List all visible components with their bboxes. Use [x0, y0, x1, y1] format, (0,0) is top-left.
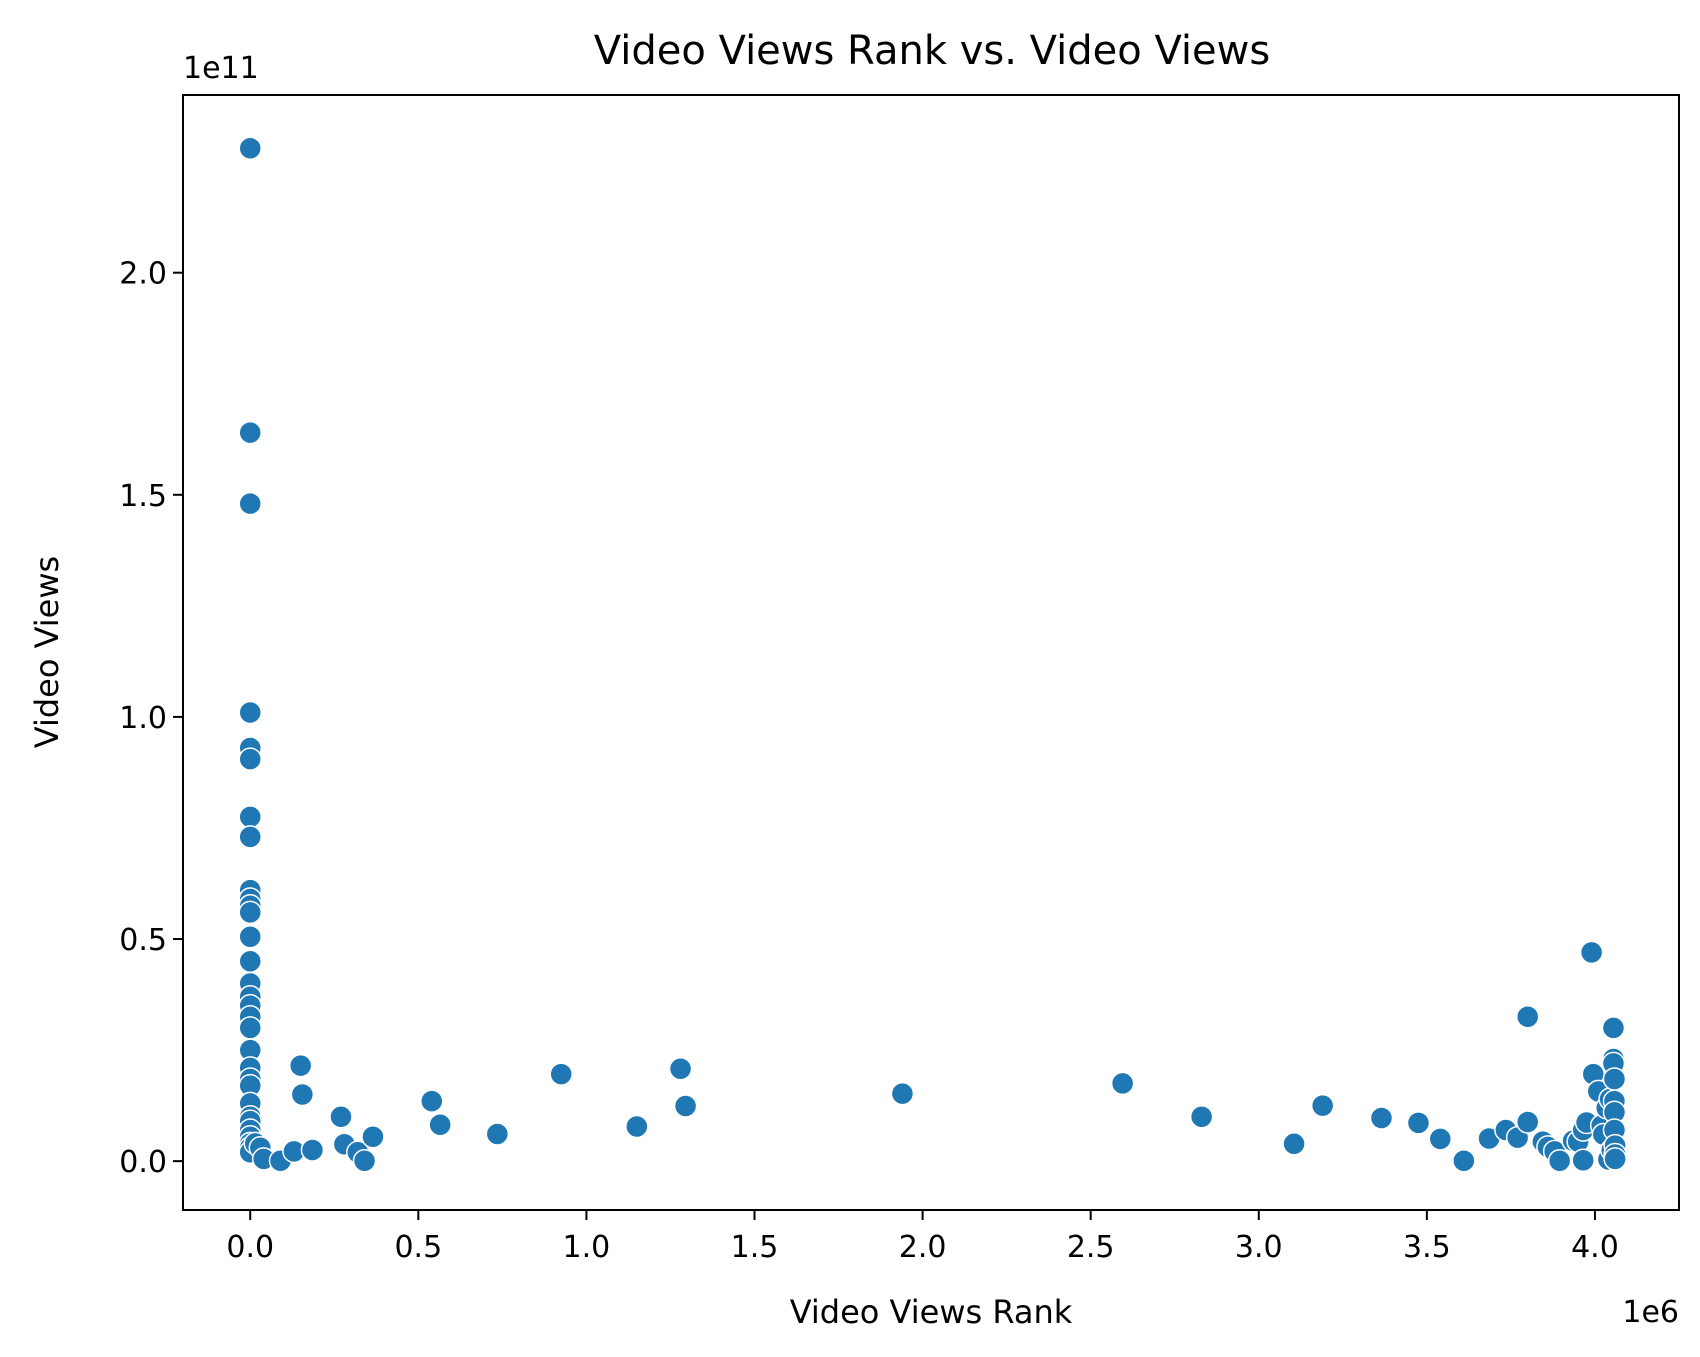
data-point: [238, 420, 262, 445]
data-point: [238, 825, 262, 849]
data-point: [1452, 1148, 1476, 1173]
data-point: [238, 747, 262, 771]
data-point: [549, 1062, 573, 1086]
data-point: [1571, 1148, 1595, 1172]
data-point: [1602, 1067, 1627, 1091]
data-point: [238, 700, 262, 725]
y-tick-label: 0.0: [119, 1145, 167, 1180]
y-tick-label: 0.5: [119, 923, 167, 958]
y-axis-label: Video Views: [28, 556, 66, 748]
data-point: [1515, 1005, 1540, 1029]
data-point: [300, 1138, 325, 1162]
data-point: [238, 949, 262, 973]
x-tick-label: 0.0: [226, 1230, 274, 1265]
data-point: [288, 1053, 313, 1078]
data-point: [1603, 1147, 1627, 1171]
data-point: [890, 1081, 915, 1106]
data-point: [1547, 1148, 1572, 1173]
data-point: [1110, 1071, 1135, 1096]
y-axis-multiplier: 1e11: [183, 51, 259, 86]
data-point: [420, 1089, 444, 1113]
data-point: [1579, 940, 1604, 965]
data-point: [668, 1056, 693, 1081]
x-axis-multiplier: 1e6: [1622, 1295, 1679, 1330]
data-point: [1369, 1106, 1394, 1130]
data-point: [238, 925, 262, 949]
data-point: [329, 1104, 353, 1129]
data-point: [1428, 1127, 1453, 1151]
data-points: [238, 136, 1627, 1173]
data-point: [1189, 1104, 1214, 1129]
y-tick-label: 1.0: [119, 701, 167, 736]
x-tick-label: 2.0: [899, 1230, 947, 1265]
x-tick-label: 2.5: [1067, 1230, 1115, 1265]
data-point: [1282, 1132, 1306, 1156]
x-tick-label: 0.5: [394, 1230, 442, 1265]
data-point: [238, 805, 262, 829]
data-point: [238, 1016, 262, 1040]
data-point: [1515, 1110, 1540, 1134]
data-point: [485, 1122, 510, 1146]
data-point: [1601, 1016, 1626, 1040]
data-point: [352, 1148, 377, 1173]
y-tick-label: 1.5: [119, 479, 167, 514]
data-point: [361, 1124, 385, 1149]
y-axis: 0.0 0.5 1.0 1.5 2.0: [119, 257, 183, 1180]
x-tick-label: 4.0: [1571, 1230, 1619, 1265]
data-point: [1406, 1111, 1431, 1135]
data-point: [428, 1112, 452, 1137]
x-axis: 0.0 0.5 1.0 1.5 2.0 2.5 3.0 3.5 4.0: [226, 1210, 1619, 1265]
data-point: [673, 1094, 698, 1118]
chart-title: Video Views Rank vs. Video Views: [594, 28, 1270, 74]
plot-frame: [182, 94, 1680, 1211]
data-point: [238, 136, 262, 161]
x-tick-label: 1.5: [731, 1230, 779, 1265]
data-point: [238, 900, 262, 925]
data-point: [238, 491, 262, 516]
data-point: [290, 1082, 315, 1107]
x-tick-label: 1.0: [563, 1230, 611, 1265]
y-tick-label: 2.0: [119, 257, 167, 292]
x-tick-label: 3.0: [1235, 1230, 1283, 1265]
data-point: [1310, 1093, 1335, 1118]
data-point: [625, 1114, 649, 1139]
x-tick-label: 3.5: [1403, 1230, 1451, 1265]
x-axis-label: Video Views Rank: [790, 1293, 1073, 1331]
